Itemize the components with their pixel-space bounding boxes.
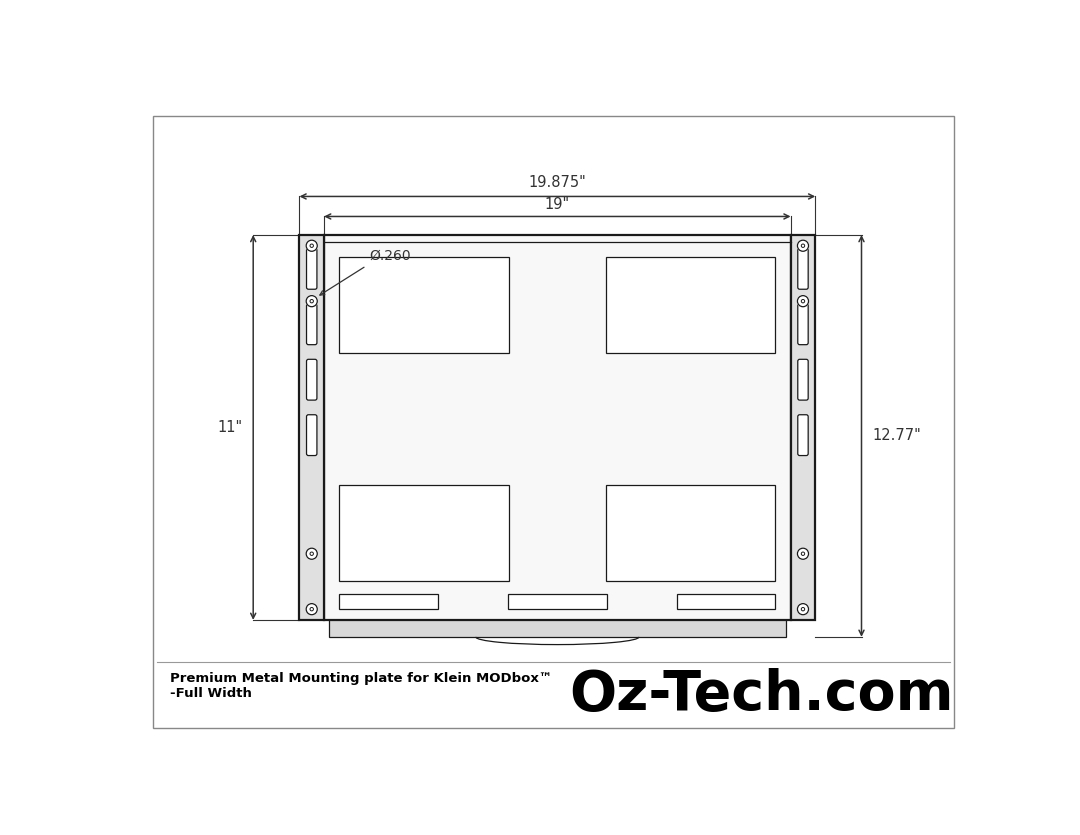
Circle shape bbox=[306, 549, 318, 559]
Circle shape bbox=[801, 244, 805, 247]
Circle shape bbox=[797, 604, 809, 615]
Circle shape bbox=[306, 604, 318, 615]
FancyBboxPatch shape bbox=[798, 304, 808, 345]
Bar bbox=[328, 620, 786, 637]
Circle shape bbox=[306, 240, 318, 251]
Circle shape bbox=[797, 296, 809, 306]
Bar bbox=[606, 256, 775, 352]
FancyBboxPatch shape bbox=[798, 249, 808, 289]
Bar bbox=[606, 485, 775, 581]
Bar bbox=[299, 235, 324, 620]
FancyBboxPatch shape bbox=[307, 249, 316, 289]
Bar bbox=[339, 256, 509, 352]
Circle shape bbox=[801, 300, 805, 303]
Circle shape bbox=[801, 608, 805, 611]
Circle shape bbox=[801, 552, 805, 555]
Circle shape bbox=[310, 552, 313, 555]
Bar bbox=[339, 594, 438, 610]
Text: 19.875": 19.875" bbox=[528, 175, 586, 190]
Bar bbox=[324, 235, 791, 620]
Bar bbox=[791, 235, 815, 620]
FancyBboxPatch shape bbox=[307, 304, 316, 345]
Circle shape bbox=[797, 549, 809, 559]
Text: Premium Metal Mounting plate for Klein MODbox™
-Full Width: Premium Metal Mounting plate for Klein M… bbox=[170, 671, 552, 700]
Text: 19": 19" bbox=[544, 197, 570, 212]
FancyBboxPatch shape bbox=[798, 415, 808, 456]
Circle shape bbox=[797, 240, 809, 251]
Bar bbox=[508, 594, 607, 610]
Circle shape bbox=[306, 296, 318, 306]
Text: 12.77": 12.77" bbox=[873, 428, 921, 443]
Circle shape bbox=[310, 608, 313, 611]
FancyBboxPatch shape bbox=[307, 359, 316, 400]
Bar bbox=[339, 485, 509, 581]
Circle shape bbox=[310, 244, 313, 247]
Text: Oz-Tech.com: Oz-Tech.com bbox=[569, 669, 954, 722]
FancyBboxPatch shape bbox=[307, 415, 316, 456]
Text: 11": 11" bbox=[217, 420, 242, 435]
Bar bbox=[677, 594, 775, 610]
Text: Ø.260: Ø.260 bbox=[369, 249, 411, 263]
FancyBboxPatch shape bbox=[798, 359, 808, 400]
Circle shape bbox=[310, 300, 313, 303]
